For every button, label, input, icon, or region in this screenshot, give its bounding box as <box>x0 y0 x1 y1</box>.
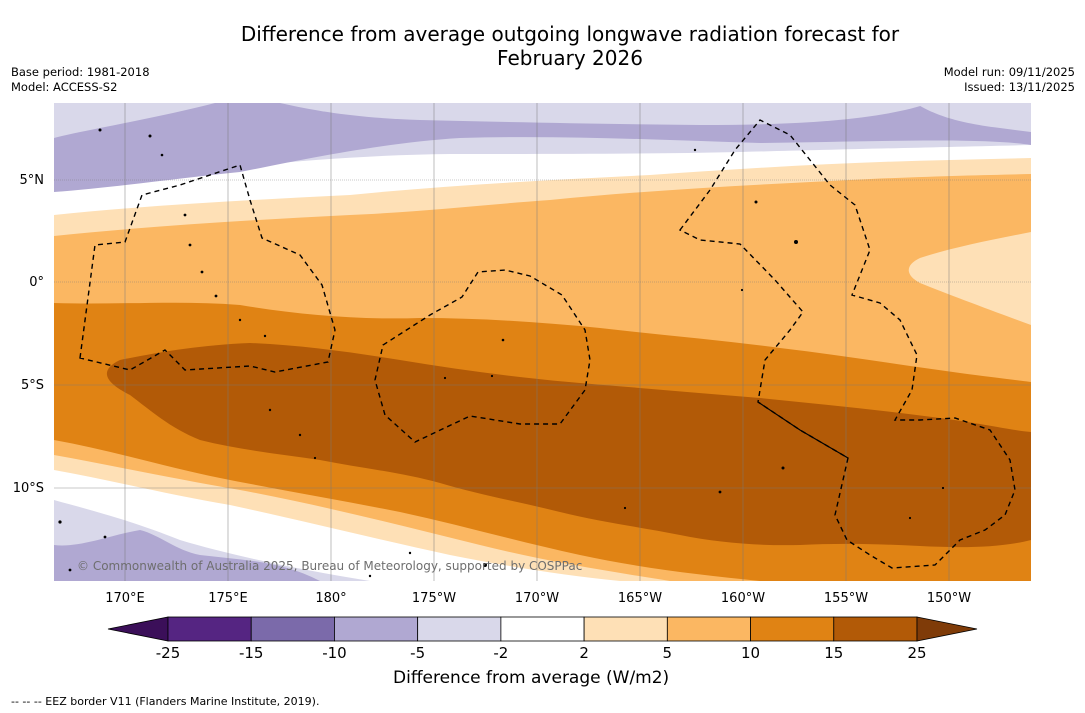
colorbar-label: Difference from average (W/m2) <box>393 668 670 688</box>
lat-label-5n: 5°N <box>20 173 45 188</box>
anomaly-field: © Commonwealth of Australia 2025, Bureau… <box>54 103 1031 581</box>
lon-label: 170°W <box>515 591 559 606</box>
colorbar-tick-label: -2 <box>493 644 508 662</box>
lon-label: 165°W <box>618 591 662 606</box>
lon-label: 180° <box>315 591 346 606</box>
base-period: Base period: 1981-2018 <box>11 65 150 79</box>
band-15-to-25 <box>107 343 1031 548</box>
colorbar-extend-high <box>916 616 978 642</box>
lon-label: 155°W <box>824 591 868 606</box>
eez-border-solid <box>757 401 849 459</box>
lon-label: 175°W <box>412 591 456 606</box>
colorbar-tick-label: -5 <box>410 644 425 662</box>
gridlines <box>54 103 1031 581</box>
colorbar-tick-label: 2 <box>579 644 589 662</box>
colorbar-tick-label: 25 <box>907 644 926 662</box>
colorbar-segment <box>500 616 585 642</box>
lat-label-5s: 5°S <box>21 378 44 393</box>
issued-date: Issued: 13/11/2025 <box>964 80 1075 94</box>
model-run: Model run: 09/11/2025 <box>943 65 1075 79</box>
band-minus-5-to-10-north-cap <box>280 103 930 125</box>
colorbar-segment <box>250 616 335 642</box>
lon-label: 170°E <box>105 591 145 606</box>
copyright-notice: © Commonwealth of Australia 2025, Bureau… <box>77 559 582 573</box>
title-line-1: Difference from average outgoing longwav… <box>240 22 900 46</box>
meta-right: Model run: 09/11/2025 Issued: 13/11/2025 <box>944 65 1075 95</box>
band-minus-5-to-10-south <box>54 530 320 581</box>
lon-label: 160°W <box>721 591 765 606</box>
colorbar-segment <box>334 616 419 642</box>
colorbar-segment <box>666 616 751 642</box>
lat-label-10s: 10°S <box>13 481 44 496</box>
lon-label: 150°W <box>927 591 971 606</box>
colorbar: -25 -15 -10 -5 -2 2 5 10 15 25 <box>107 616 978 662</box>
band-minus-5-to-10-north <box>54 103 1031 192</box>
chart-title: Difference from average outgoing longwav… <box>0 22 1085 70</box>
model-name: Model: ACCESS-S2 <box>11 80 118 94</box>
lat-labels: 5°N 0° 5°S 10°S <box>13 173 44 496</box>
colorbar-extend-low <box>107 616 169 642</box>
islands <box>58 128 945 578</box>
lat-label-0: 0° <box>29 275 44 290</box>
title-line-2: February 2026 <box>497 46 643 70</box>
colorbar-segment <box>583 616 668 642</box>
colorbar-segment <box>167 616 252 642</box>
eez-footnote: -- -- -- EEZ border V11 (Flanders Marine… <box>11 695 320 708</box>
colorbar-segment <box>750 616 835 642</box>
colorbar-tick-label: 10 <box>741 644 760 662</box>
colorbar-tick-label: -25 <box>156 644 181 662</box>
colorbar-tick-label: -10 <box>322 644 347 662</box>
colorbar-tick-label: -15 <box>239 644 264 662</box>
patch-2-to-5 <box>908 232 1031 325</box>
eez-borders <box>79 119 1016 569</box>
colorbar-segment <box>833 616 918 642</box>
colorbar-segment <box>417 616 502 642</box>
colorbar-tick-label: 5 <box>663 644 673 662</box>
lon-labels: 170°E 175°E 180° 175°W 170°W 165°W 160°W… <box>105 591 971 606</box>
band-minus-5-to-10-nw <box>54 103 215 138</box>
colorbar-tick-label: 15 <box>824 644 843 662</box>
meta-left: Base period: 1981-2018 Model: ACCESS-S2 <box>11 65 150 95</box>
lon-label: 175°E <box>208 591 248 606</box>
